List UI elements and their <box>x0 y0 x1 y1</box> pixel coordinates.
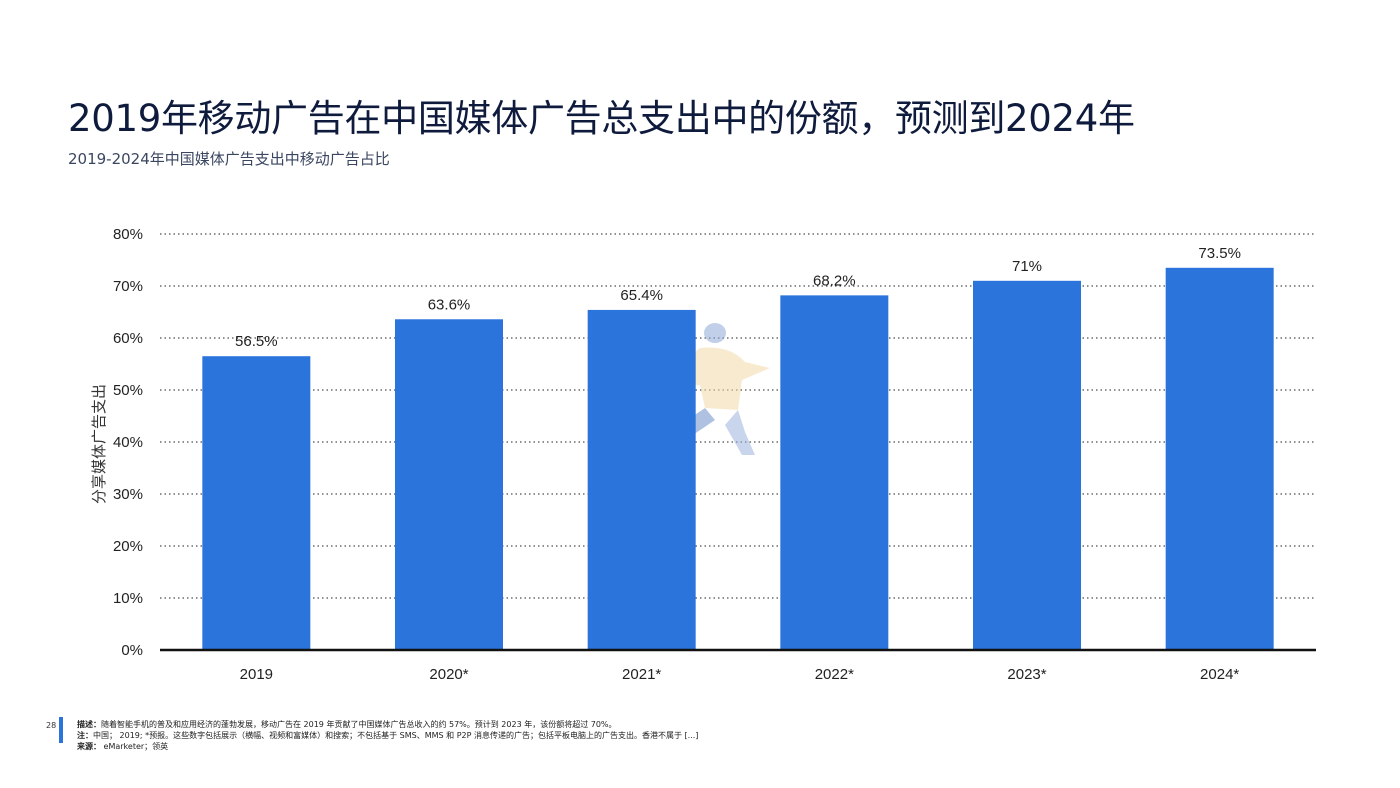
page-title: 2019年移动广告在中国媒体广告总支出中的份额，预测到2024年 <box>68 97 1135 140</box>
chart-gridlines <box>160 233 1316 599</box>
footer-accent-bar <box>59 717 63 743</box>
y-tick-label: 10% <box>113 590 143 607</box>
y-tick-label: 30% <box>113 486 143 503</box>
y-tick-label: 20% <box>113 538 143 555</box>
y-tick-label: 70% <box>113 278 143 295</box>
bar <box>587 309 696 650</box>
footer: 28 描述：随着智能手机的普及和应用经济的蓬勃发展，移动广告在 2019 年贡献… <box>40 716 1040 756</box>
bar <box>1165 267 1274 650</box>
x-tick-label: 2021* <box>622 666 661 683</box>
bar-value-label: 73.5% <box>1198 245 1241 262</box>
x-tick-label: 2023* <box>1007 666 1046 683</box>
bar-value-label: 65.4% <box>620 287 663 304</box>
bar-value-label: 71% <box>1012 258 1042 275</box>
y-axis-label: 分享媒体广告支出 <box>90 384 108 504</box>
bar-value-label: 68.2% <box>813 272 856 289</box>
bar <box>973 280 1081 650</box>
watermark-leg-right <box>725 410 755 455</box>
bar <box>780 295 889 650</box>
footer-note: 注：中国； 2019; *预报。这些数字包括展示（横幅、视频和富媒体）和搜索；不… <box>77 731 699 740</box>
watermark-head <box>704 323 726 343</box>
y-tick-label: 80% <box>113 226 143 243</box>
y-tick-label: 0% <box>121 642 143 659</box>
page-number: 28 <box>46 721 57 730</box>
footer-source: 来源： eMarketer；领英 <box>77 742 169 751</box>
footer-description: 描述：随着智能手机的普及和应用经济的蓬勃发展，移动广告在 2019 年贡献了中国… <box>77 720 617 729</box>
bar-value-label: 63.6% <box>428 296 471 313</box>
bar <box>395 319 503 650</box>
x-tick-label: 2019 <box>240 666 273 683</box>
page-subtitle: 2019-2024年中国媒体广告支出中移动广告占比 <box>68 150 390 168</box>
x-tick-label: 2020* <box>429 666 468 683</box>
x-tick-label: 2024* <box>1200 666 1239 683</box>
x-axis-ticks: 2019 2020* 2021* 2022* 2023* 2024* <box>240 666 1240 683</box>
x-tick-label: 2022* <box>815 666 854 683</box>
bar-value-label: 56.5% <box>235 333 278 350</box>
chart-bars <box>202 267 1274 650</box>
y-tick-label: 50% <box>113 382 143 399</box>
y-axis-ticks: 0% 10% 20% 30% 40% 50% 60% 70% 80% <box>113 226 143 659</box>
y-tick-label: 60% <box>113 330 143 347</box>
footer-notes: 描述：随着智能手机的普及和应用经济的蓬勃发展，移动广告在 2019 年贡献了中国… <box>77 719 698 752</box>
bar-value-labels: 56.5% 63.6% 65.4% 68.2% 71% 73.5% <box>235 245 1241 350</box>
bar <box>202 356 311 650</box>
y-tick-label: 40% <box>113 434 143 451</box>
